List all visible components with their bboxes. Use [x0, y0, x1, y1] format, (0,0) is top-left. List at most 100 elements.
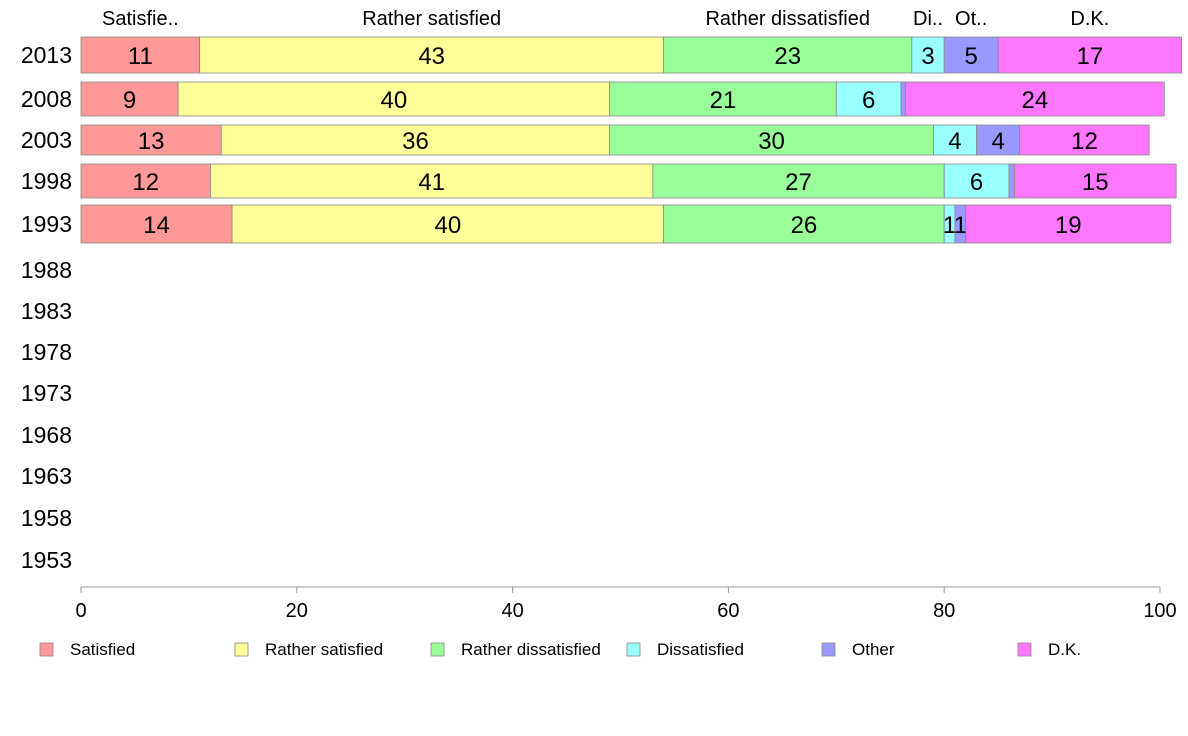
- bar-value-label: 36: [402, 128, 429, 155]
- bar-segment: [177, 81, 611, 117]
- bar-value-label: 5: [964, 43, 977, 70]
- legend-item: Rather satisfied: [234, 640, 383, 659]
- bar-value-label: 17: [1077, 43, 1104, 70]
- legend-label: Satisfied: [70, 640, 135, 659]
- legend-swatch: [430, 642, 445, 657]
- bar-value-label: 1: [943, 212, 956, 239]
- legend-swatch: [234, 642, 249, 657]
- bar-segment: [1019, 124, 1150, 156]
- bar-value-label: 3: [921, 43, 934, 70]
- x-tick-label: 100: [1143, 600, 1176, 622]
- bar-value-label: 30: [758, 128, 785, 155]
- x-tick-label: 60: [717, 600, 739, 622]
- bar-segment: [965, 204, 1172, 244]
- bar-value-label: 40: [435, 212, 462, 239]
- bar-segment: [976, 124, 1021, 156]
- y-tick-label: 1968: [21, 422, 72, 448]
- legend-label: Other: [852, 640, 895, 659]
- bar-segment: [943, 36, 999, 74]
- legend-label: Dissatisfied: [657, 640, 744, 659]
- bars: 11 43 23 3 5 17 9 40 21 6 24 13 36 30 4 4 12 12 41 27 6 15 14 4…: [80, 36, 1182, 244]
- bar-segment: [80, 204, 233, 244]
- bar-value-label: 11: [128, 43, 153, 70]
- bar-value-label: 21: [710, 87, 737, 114]
- top-series-label: Rather dissatisfied: [705, 8, 870, 30]
- legend-item: Rather dissatisfied: [430, 640, 601, 659]
- bar-segment: [1008, 163, 1015, 199]
- top-series-label: Rather satisfied: [362, 8, 501, 30]
- bar-value-label: 6: [862, 87, 875, 114]
- bar-value-label: 4: [948, 128, 961, 155]
- y-tick-label: 1978: [21, 339, 72, 365]
- legend: Satisfied Rather satisfied Rather dissatis…: [39, 640, 1081, 659]
- y-tick-label: 1973: [21, 380, 72, 406]
- bar-value-label: 40: [381, 87, 408, 114]
- bar-segment: [997, 36, 1182, 74]
- legend-swatch: [626, 642, 641, 657]
- bar-segment: [220, 124, 611, 156]
- y-tick-label: 1993: [21, 211, 72, 237]
- bar-value-label: 19: [1055, 212, 1082, 239]
- bar-value-label: 12: [132, 169, 159, 196]
- bar-segment: [80, 163, 211, 199]
- legend-label: Rather satisfied: [265, 640, 383, 659]
- bar-segment: [904, 81, 1165, 117]
- x-tick-label: 0: [75, 600, 86, 622]
- legend-swatch: [1017, 642, 1032, 657]
- bar-value-label: 43: [418, 43, 445, 70]
- top-series-labels: Satisfie.. Rather satisfied Rather dissati…: [102, 8, 1109, 30]
- y-tick-label: 2013: [21, 42, 72, 68]
- bar-segment: [663, 36, 913, 74]
- y-tick-label: 1958: [21, 505, 72, 531]
- bar-value-label: 27: [785, 169, 812, 196]
- legend-swatch: [39, 642, 54, 657]
- bar-segment: [835, 81, 902, 117]
- bar-value-label: 9: [123, 87, 136, 114]
- legend-item: D.K.: [1017, 640, 1081, 659]
- bar-segment: [1013, 163, 1177, 199]
- top-series-label: Satisfie..: [102, 8, 179, 30]
- bar-segment: [199, 36, 665, 74]
- bar-value-label: 24: [1021, 87, 1048, 114]
- y-axis-labels: 2013 2008 2003 1998 1993 1988 1983 1978 1973 1968…: [21, 42, 72, 573]
- legend-item: Dissatisfied: [626, 640, 744, 659]
- bar-value-label: 6: [970, 169, 983, 196]
- x-tick-label: 40: [501, 600, 523, 622]
- bar-value-label: 14: [143, 212, 170, 239]
- y-tick-label: 2003: [21, 127, 72, 153]
- bar-value-label: 23: [774, 43, 801, 70]
- y-tick-label: 1963: [21, 463, 72, 489]
- bar-value-label: 41: [418, 169, 445, 196]
- bar-segment: [609, 124, 934, 156]
- y-tick-label: 1953: [21, 547, 72, 573]
- bar-segment: [80, 81, 179, 117]
- top-series-label: D.K.: [1070, 8, 1109, 30]
- bar-segment: [210, 163, 654, 199]
- legend-label: D.K.: [1048, 640, 1081, 659]
- bar-segment: [943, 163, 1010, 199]
- y-tick-label: 2008: [21, 86, 72, 112]
- bar-segment: [609, 81, 837, 117]
- bar-value-label: 13: [138, 128, 165, 155]
- bar-value-label: 15: [1082, 169, 1109, 196]
- legend-item: Other: [821, 640, 895, 659]
- legend-item: Satisfied: [39, 640, 135, 659]
- legend-label: Rather dissatisfied: [461, 640, 601, 659]
- x-tick-label: 80: [933, 600, 955, 622]
- legend-swatch: [821, 642, 836, 657]
- bar-value-label: 12: [1071, 128, 1098, 155]
- y-tick-label: 1998: [21, 168, 72, 194]
- bar-segment: [80, 36, 201, 74]
- bar-value-label: 1: [954, 212, 967, 239]
- y-tick-label: 1988: [21, 257, 72, 283]
- bar-segment: [663, 204, 945, 244]
- x-axis: 0 20 40 60 80 100: [75, 586, 1177, 622]
- y-tick-label: 1983: [21, 298, 72, 324]
- bar-segment: [652, 163, 945, 199]
- top-series-label: Di..: [913, 8, 943, 30]
- bar-segment: [80, 124, 222, 156]
- x-tick-label: 20: [286, 600, 308, 622]
- bar-value-label: 26: [791, 212, 818, 239]
- bar-value-label: 4: [991, 128, 1004, 155]
